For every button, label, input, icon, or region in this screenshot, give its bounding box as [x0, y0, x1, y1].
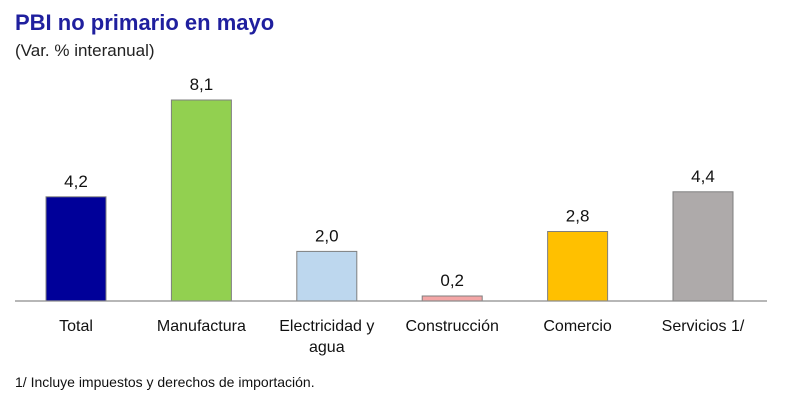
category-label-line: Construcción: [406, 318, 499, 335]
category-label-line: Servicios 1/: [662, 318, 745, 335]
category-label-line: Total: [59, 318, 93, 335]
bar-4: [547, 231, 609, 302]
bar-2: [296, 250, 358, 302]
chart-footnote: 1/ Incluye impuestos y derechos de impor…: [15, 374, 315, 390]
category-label-4: Comercio: [543, 318, 612, 335]
category-label-0: Total: [59, 318, 93, 335]
chart-subtitle: (Var. % interanual): [15, 41, 155, 60]
bar-1: [170, 99, 232, 302]
category-label-5: Servicios 1/: [662, 318, 745, 335]
data-label-0: 4,2: [64, 172, 88, 191]
bar-5: [672, 191, 734, 302]
category-label-line: Comercio: [543, 318, 612, 335]
category-label-line: agua: [309, 339, 345, 356]
bar-3: [421, 295, 483, 302]
data-label-1: 8,1: [190, 75, 214, 94]
category-label-line: Manufactura: [157, 318, 246, 335]
data-label-5: 4,4: [691, 167, 715, 186]
category-label-line: Electricidad y: [279, 318, 374, 335]
category-label-3: Construcción: [406, 318, 499, 335]
data-label-4: 2,8: [566, 207, 590, 226]
data-label-3: 0,2: [440, 271, 464, 290]
bar-0: [45, 196, 107, 302]
category-label-2: Electricidad y agua: [279, 318, 374, 356]
data-label-2: 2,0: [315, 226, 339, 245]
chart-title: PBI no primario en mayo: [15, 10, 275, 35]
category-label-1: Manufactura: [157, 318, 246, 335]
